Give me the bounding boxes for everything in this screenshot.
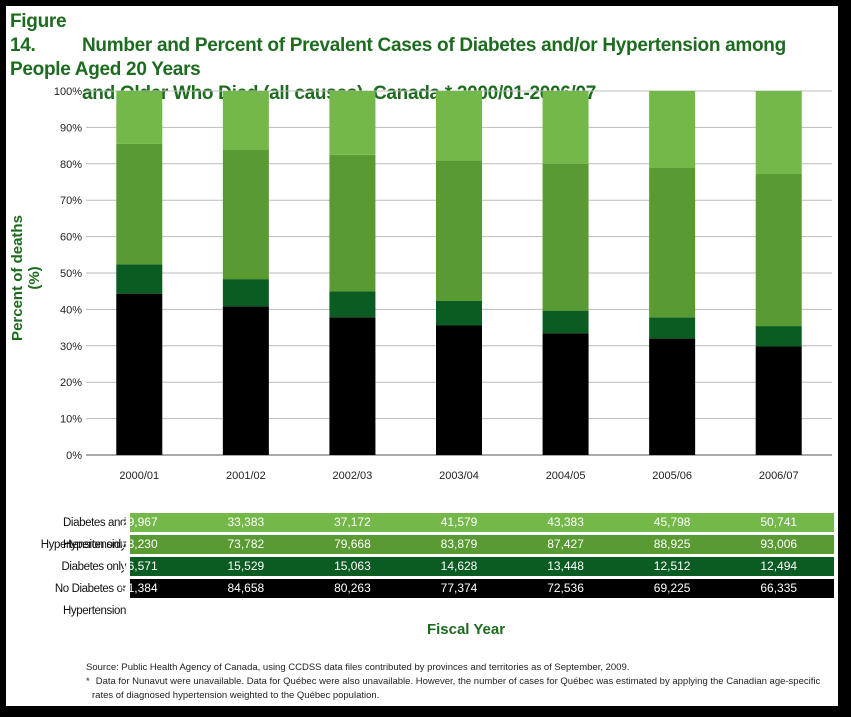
footnote-line2: rates of diagnosed hypertension weighted… bbox=[86, 689, 786, 703]
table-cell: 37,172 bbox=[334, 515, 371, 529]
bar-segment bbox=[329, 154, 376, 292]
figure-number: Figure 14. bbox=[10, 11, 67, 56]
bar-segment bbox=[649, 91, 696, 169]
bar-segment bbox=[329, 317, 376, 455]
bar-segment bbox=[755, 326, 802, 347]
y-tick-label: 40% bbox=[60, 304, 82, 316]
figure-panel: Figure 14. Number and Percent of Prevalen… bbox=[6, 6, 838, 706]
x-tick-label: 2001/02 bbox=[226, 470, 266, 482]
bar-segment bbox=[116, 293, 163, 455]
table-cell: 45,798 bbox=[653, 515, 691, 529]
table-cell: 84,658 bbox=[227, 581, 265, 595]
y-tick-label: 70% bbox=[60, 195, 82, 207]
notes: Source: Public Health Agency of Canada, … bbox=[86, 661, 820, 703]
table-row-band bbox=[130, 557, 834, 576]
x-tick-label: 2006/07 bbox=[759, 470, 799, 482]
table-cell: 88,925 bbox=[653, 537, 691, 551]
footnote-text2: rates of diagnosed hypertension weighted… bbox=[92, 690, 380, 701]
bar-segment bbox=[436, 301, 482, 326]
figure-title: Figure 14. Number and Percent of Prevalen… bbox=[10, 10, 830, 106]
table-cell: 77,374 bbox=[440, 581, 478, 595]
table-cell: 43,383 bbox=[547, 515, 584, 529]
x-tick-label: 2003/04 bbox=[439, 470, 479, 482]
table-cell: 14,628 bbox=[440, 559, 478, 573]
bar-segment bbox=[436, 160, 482, 302]
bar-segment bbox=[755, 346, 802, 455]
footnote-marker: * bbox=[86, 676, 90, 687]
source-note: Source: Public Health Agency of Canada, … bbox=[86, 662, 630, 673]
y-tick-label: 80% bbox=[60, 159, 82, 171]
table-cell: 87,427 bbox=[547, 537, 584, 551]
y-tick-label: 90% bbox=[60, 122, 82, 134]
y-tick-label: 10% bbox=[60, 414, 82, 426]
stacked-bar-chart: 0% 10% 20% 30% 40% 50% 60% 70% 80% 90% 100% 2000/01… bbox=[54, 86, 832, 482]
y-tick-label: 50% bbox=[60, 268, 82, 280]
bar-segment bbox=[436, 91, 482, 161]
bar-segment bbox=[649, 338, 696, 455]
table-cell: 72,536 bbox=[547, 581, 584, 595]
bar-segment bbox=[755, 173, 802, 327]
bar-segment bbox=[649, 168, 696, 318]
y-tick-label: 30% bbox=[60, 341, 82, 353]
table-row-label: Hypertension only bbox=[40, 539, 127, 551]
bar-segment bbox=[542, 163, 589, 311]
table-row: Diabetes only 16,571 15,529 15,063 14,628 13,… bbox=[6, 556, 838, 578]
table-row-label: Diabetes only bbox=[61, 561, 127, 573]
table-cell: 50,741 bbox=[760, 515, 798, 529]
table-cell: 80,263 bbox=[334, 581, 371, 595]
y-tick-label: 20% bbox=[60, 377, 82, 389]
table-cell: 12,494 bbox=[760, 559, 798, 573]
table-row-band bbox=[130, 535, 834, 554]
table-cell: 91,384 bbox=[120, 581, 158, 595]
table-row-label: No Diabetes or Hypertension bbox=[54, 583, 127, 617]
bar-segment bbox=[222, 91, 269, 150]
table-cell: 73,782 bbox=[227, 537, 265, 551]
table-row-band bbox=[130, 579, 834, 598]
table-cell: 15,063 bbox=[334, 559, 371, 573]
table-cell: 69,225 bbox=[653, 581, 691, 595]
bar-segment bbox=[222, 306, 269, 455]
table-row: No Diabetes or Hypertension 91,384 84,658 8… bbox=[6, 578, 838, 617]
y-tick-label: 0% bbox=[66, 450, 82, 462]
bar-segment bbox=[222, 279, 269, 307]
bar-segment bbox=[116, 143, 163, 265]
footnote-line1: * Data for Nunavut were unavailable. Data… bbox=[86, 675, 820, 689]
table-cell: 15,529 bbox=[227, 559, 265, 573]
bar-segment bbox=[436, 325, 482, 455]
table-row-band bbox=[130, 513, 834, 532]
bar-segment bbox=[542, 333, 589, 455]
x-tick-label: 2005/06 bbox=[652, 470, 692, 482]
bar-segment bbox=[542, 91, 589, 164]
table-cell: 83,879 bbox=[440, 537, 478, 551]
table-cell: 33,383 bbox=[227, 515, 265, 529]
bar-segment bbox=[222, 149, 269, 280]
bar-segment bbox=[329, 91, 376, 155]
bar-segment bbox=[542, 310, 589, 334]
bar-segment bbox=[649, 317, 696, 339]
table-cell: 12,512 bbox=[653, 559, 691, 573]
table-cell: 68,230 bbox=[120, 537, 158, 551]
bar-segment bbox=[116, 91, 163, 144]
bar-segment bbox=[116, 264, 163, 294]
x-tick-label: 2002/03 bbox=[333, 470, 373, 482]
table-cell: 13,448 bbox=[547, 559, 584, 573]
x-tick-label: 2004/05 bbox=[546, 470, 586, 482]
table-cell: 93,006 bbox=[760, 537, 798, 551]
x-tick-label: 2000/01 bbox=[119, 470, 159, 482]
table-cell: 41,579 bbox=[440, 515, 478, 529]
y-tick-label: 60% bbox=[60, 232, 82, 244]
figure-title-line1: Number and Percent of Prevalent Cases of… bbox=[10, 35, 786, 80]
bar-segment bbox=[329, 291, 376, 318]
table-row: Diabetes and Hypertension 29,967 33,383 37,… bbox=[6, 512, 838, 551]
table-cell: 66,335 bbox=[760, 581, 798, 595]
x-axis-title: Fiscal Year bbox=[426, 621, 506, 638]
table-row: Hypertension only 68,230 73,782 79,668 83,87… bbox=[6, 534, 838, 556]
y-tick-label: 100% bbox=[54, 86, 82, 98]
table-cell: 79,668 bbox=[334, 537, 371, 551]
footnote-text1: Data for Nunavut were unavailable. Data … bbox=[95, 676, 821, 687]
table-cell: 29,967 bbox=[120, 515, 158, 529]
bar-segment bbox=[755, 91, 802, 174]
table-cell: 16,571 bbox=[120, 559, 158, 573]
table-row-label: Diabetes and Hypertension bbox=[63, 517, 126, 551]
